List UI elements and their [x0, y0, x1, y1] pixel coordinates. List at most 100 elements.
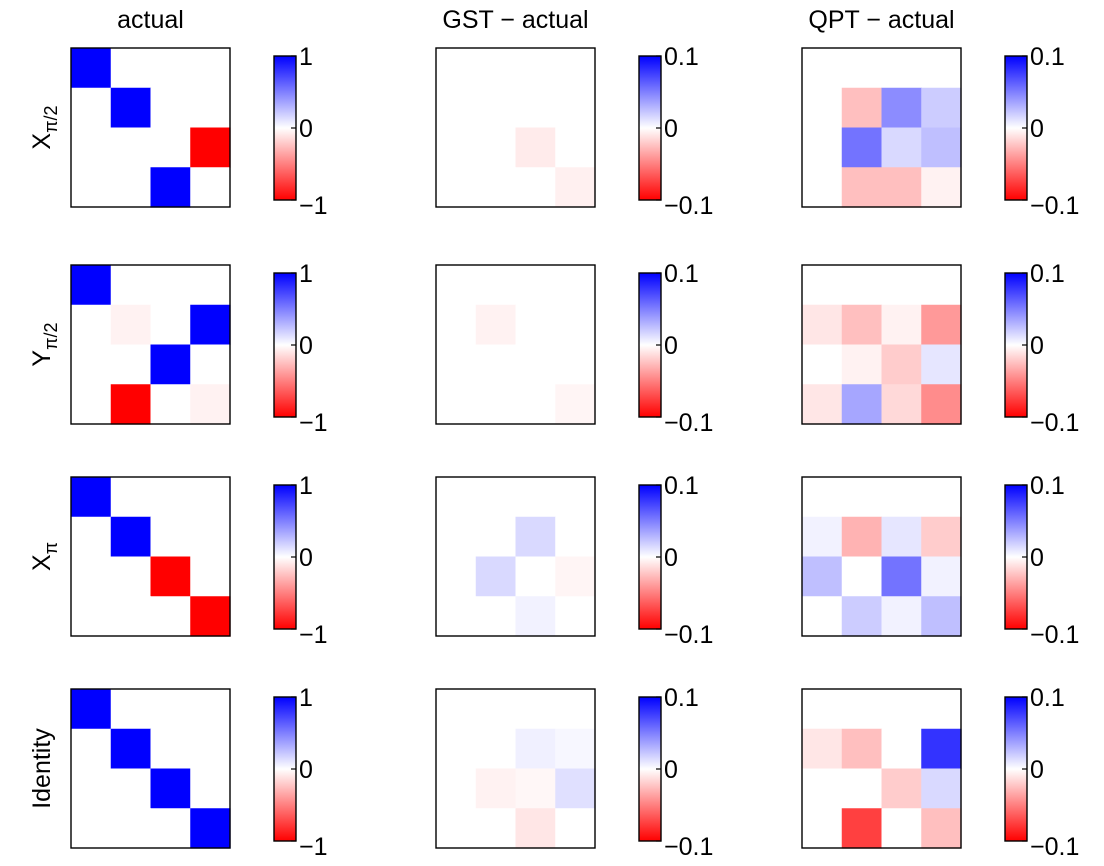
panel-r3-c0: 1 0 −1	[70, 684, 328, 861]
heatmap-cell-r2-c0	[802, 344, 843, 385]
colorbar-tick-label: 0	[1030, 115, 1044, 143]
heatmap-cell-r0-c1	[841, 48, 883, 89]
heatmap-cell-r2-c2	[515, 127, 556, 168]
heatmap-cell-r2-c0	[802, 127, 843, 168]
heatmap-cell-r3-c1	[110, 808, 152, 849]
heatmap-cell-r2-c2	[881, 768, 922, 809]
heatmap-cell-r2-c0	[71, 127, 112, 168]
heatmap-cell-r0-c3	[190, 477, 231, 518]
heatmap-cell-r2-c1	[841, 556, 883, 597]
heatmap-cell-r1-c1	[475, 304, 517, 346]
colorbar-tick-label: −0.1	[664, 833, 713, 861]
heatmap-cell-r0-c0	[436, 48, 477, 89]
heatmap-cell-r0-c1	[475, 48, 517, 89]
heatmap-frame	[435, 476, 596, 637]
heatmap-cell-r0-c2	[515, 477, 556, 518]
heatmap-cell-r2-c0	[436, 768, 477, 809]
heatmap-cell-r1-c0	[436, 304, 477, 346]
colorbar-tick-label: 0	[1030, 544, 1044, 572]
heatmap-cell-r1-c0	[802, 728, 843, 770]
heatmap-cell-r1-c2	[515, 87, 556, 129]
heatmap-cell-r1-c0	[436, 728, 477, 770]
heatmap-cell-r0-c0	[802, 48, 843, 89]
heatmap-cell-r3-c0	[436, 384, 477, 425]
heatmap-cell-r1-c0	[71, 87, 112, 129]
colorbar: 0.1 0 −0.1	[638, 684, 713, 861]
heatmap-cell-r0-c2	[515, 265, 556, 306]
heatmap-cell-r1-c3	[190, 728, 231, 770]
heatmap-cell-r0-c2	[515, 48, 556, 89]
heatmap-cell-r2-c3	[555, 556, 596, 597]
colorbar: 1 0 −1	[273, 472, 328, 649]
heatmap-cell-r3-c3	[921, 596, 962, 637]
colorbar-tick-label: 0	[299, 756, 313, 784]
heatmap-cell-r3-c3	[190, 167, 231, 208]
heatmap-cell-r2-c3	[921, 344, 962, 385]
colorbar-tick-label: 0.1	[1030, 472, 1065, 500]
heatmap-cell-r0-c0	[436, 689, 477, 730]
colorbar-tick-label: −1	[299, 833, 328, 861]
heatmap-cell-r0-c0	[436, 265, 477, 306]
heatmap-cell-r1-c3	[555, 87, 596, 129]
heatmap-cell-r2-c2	[881, 556, 922, 597]
heatmap-cell-r1-c2	[150, 516, 191, 558]
heatmap-cell-r0-c0	[71, 265, 112, 306]
heatmap-cell-r2-c2	[515, 556, 556, 597]
heatmap-cell-r1-c0	[802, 87, 843, 129]
heatmap-cell-r0-c1	[841, 477, 883, 518]
heatmap-cell-r2-c3	[190, 127, 231, 168]
heatmap-frame	[801, 264, 962, 425]
colorbar-tick-label: 0	[664, 332, 678, 360]
heatmap-frame	[435, 264, 596, 425]
heatmap-cell-r1-c1	[475, 87, 517, 129]
heatmap-cell-r3-c2	[150, 167, 191, 208]
heatmap-cell-r1-c2	[515, 728, 556, 770]
colorbar-tick-label: 0	[1030, 756, 1044, 784]
colorbar: 0.1 0 −0.1	[638, 472, 713, 649]
heatmap-cell-r0-c2	[881, 689, 922, 730]
colorbar: 0.1 0 −0.1	[1004, 260, 1079, 437]
heatmap-cell-r1-c0	[436, 87, 477, 129]
heatmap-cell-r3-c3	[190, 808, 231, 849]
heatmap-frame	[801, 688, 962, 849]
heatmap-cell-r0-c1	[475, 265, 517, 306]
colorbar-tick-label: −0.1	[664, 192, 713, 220]
heatmap-frame	[70, 264, 231, 425]
row-label-1: Yπ/2	[28, 322, 61, 366]
heatmap-cell-r2-c3	[555, 768, 596, 809]
heatmap-cell-r1-c3	[190, 87, 231, 129]
heatmap-cell-r3-c1	[841, 167, 883, 208]
panel-r3-c1: 0.1 0 −0.1	[435, 684, 713, 861]
heatmap-frame	[70, 476, 231, 637]
heatmap-cell-r1-c0	[71, 728, 112, 770]
colorbar: 0.1 0 −0.1	[638, 43, 713, 220]
heatmap-cell-r0-c0	[802, 689, 843, 730]
heatmap-cell-r3-c3	[190, 596, 231, 637]
heatmap-cell-r0-c2	[881, 48, 922, 89]
heatmap-cell-r0-c2	[881, 477, 922, 518]
heatmap-cell-r3-c2	[150, 808, 191, 849]
heatmap-cell-r2-c0	[802, 556, 843, 597]
heatmap-cell-r3-c3	[555, 384, 596, 425]
heatmap-cell-r2-c1	[110, 127, 152, 168]
colorbar-tick-label: −0.1	[1030, 192, 1079, 220]
heatmap-cell-r2-c1	[110, 556, 152, 597]
heatmap-frame	[435, 47, 596, 208]
colorbar-tick-label: 0.1	[664, 260, 699, 288]
colorbar-tick-label: 0.1	[1030, 260, 1065, 288]
heatmap-cell-r1-c1	[110, 304, 152, 346]
colorbar-tick-label: −1	[299, 409, 328, 437]
heatmap-cell-r1-c2	[881, 516, 922, 558]
heatmap-cell-r2-c2	[515, 344, 556, 385]
heatmap-cell-r3-c0	[71, 596, 112, 637]
heatmap-cell-r3-c2	[150, 384, 191, 425]
heatmap-frame	[801, 47, 962, 208]
column-titles: actual GST − actual QPT − actual	[117, 6, 954, 34]
colorbar-tick-label: 0.1	[664, 43, 699, 71]
colorbar-tick-label: 0	[664, 756, 678, 784]
heatmap-cell-r1-c1	[841, 728, 883, 770]
heatmap-cell-r3-c0	[436, 808, 477, 849]
heatmap-cell-r1-c2	[881, 728, 922, 770]
colorbar-tick-label: 0.1	[1030, 684, 1065, 712]
